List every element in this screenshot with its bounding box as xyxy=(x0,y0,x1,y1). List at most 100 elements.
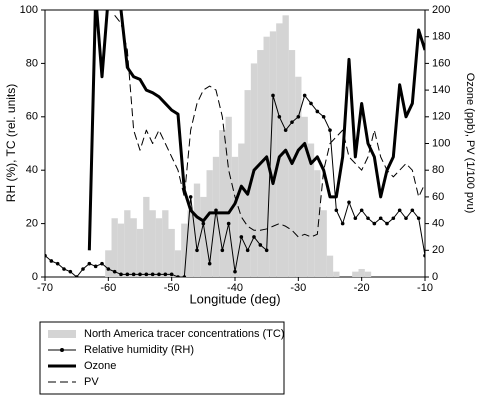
series-marker xyxy=(106,267,111,271)
x-tick-label: -70 xyxy=(37,282,53,294)
x-axis-label: Longitude (deg) xyxy=(189,291,280,306)
series-marker xyxy=(45,253,47,258)
series-marker xyxy=(100,261,104,266)
series-marker xyxy=(385,221,389,226)
series-marker xyxy=(410,208,415,213)
series-marker xyxy=(334,208,339,213)
series-marker xyxy=(404,216,408,221)
tracer-bar xyxy=(130,218,137,277)
tracer-bar xyxy=(200,196,207,277)
tracer-bar xyxy=(269,31,277,277)
legend-marker xyxy=(60,348,64,352)
plot-area xyxy=(45,10,425,277)
y2-tick-label: 160 xyxy=(432,57,450,69)
tracer-bar xyxy=(244,90,251,277)
tracer-bar xyxy=(352,271,359,277)
y2-tick-label: 140 xyxy=(432,84,450,96)
series-marker xyxy=(226,221,231,226)
tracer-bar xyxy=(358,268,365,277)
series-marker xyxy=(359,208,364,213)
y-tick-label: 0 xyxy=(32,271,38,283)
series-marker xyxy=(138,272,142,277)
x-tick-label: -50 xyxy=(164,282,180,294)
series-marker xyxy=(340,221,345,226)
series-marker xyxy=(366,216,370,221)
y2-tick-label: 80 xyxy=(432,164,444,176)
tracer-bar xyxy=(333,271,340,277)
x-tick-label: -30 xyxy=(290,282,306,294)
series-line xyxy=(114,15,425,238)
x-tick-label: -10 xyxy=(417,282,433,294)
tracer-bar xyxy=(276,23,283,277)
series-marker xyxy=(353,216,358,221)
tracer-bar xyxy=(155,218,163,277)
series-marker xyxy=(258,243,263,247)
tracer-bar xyxy=(364,271,372,277)
y2-tick-label: 120 xyxy=(432,111,450,123)
y-tick-label: 40 xyxy=(26,164,38,176)
series-marker xyxy=(245,248,250,253)
series-marker xyxy=(423,253,425,258)
series-marker xyxy=(188,195,193,199)
series-marker xyxy=(372,221,377,226)
series-marker xyxy=(112,269,117,274)
series-marker xyxy=(125,272,130,277)
series-marker xyxy=(239,235,244,239)
series-marker xyxy=(220,248,225,253)
tracer-bar xyxy=(307,143,315,277)
tracer-bar xyxy=(117,223,125,277)
tracer-bar xyxy=(282,15,289,277)
y-axis-label: RH (%), TC (rel. units) xyxy=(4,84,18,202)
series-marker xyxy=(81,267,85,271)
tracer-bar xyxy=(206,170,213,277)
tracer-bar xyxy=(187,210,194,277)
tracer-bar xyxy=(301,116,308,277)
legend-label: Ozone xyxy=(84,360,116,372)
x-tick-label: -60 xyxy=(100,282,116,294)
tracer-bar xyxy=(111,218,118,277)
series-marker xyxy=(131,272,136,277)
tracer-bar xyxy=(219,130,226,277)
series-marker xyxy=(264,248,269,253)
y2-tick-label: 100 xyxy=(432,137,450,149)
series-marker xyxy=(315,109,320,114)
y-tick-label: 20 xyxy=(26,218,38,230)
series-marker xyxy=(397,208,402,213)
tracer-bar xyxy=(162,210,169,277)
series-marker xyxy=(214,208,218,213)
y2-tick-label: 40 xyxy=(432,218,444,230)
series-marker xyxy=(309,101,313,106)
series-line xyxy=(87,10,425,251)
tracer-bar xyxy=(238,143,245,277)
tracer-bar xyxy=(193,183,201,277)
y2-tick-label: 0 xyxy=(432,271,438,283)
tracer-bar xyxy=(314,170,321,277)
tracer-bar xyxy=(295,76,302,277)
series-marker xyxy=(93,264,98,269)
series-marker xyxy=(68,269,73,274)
series-marker xyxy=(157,272,161,277)
series-marker xyxy=(119,272,123,277)
series-marker xyxy=(347,200,351,205)
y2-tick-label: 180 xyxy=(432,31,450,43)
series-marker xyxy=(207,261,212,266)
series-marker xyxy=(150,272,155,277)
tracer-bar xyxy=(320,210,327,277)
series-marker xyxy=(378,216,383,221)
legend-label: North America tracer concentrations (TC) xyxy=(84,328,285,340)
series-marker xyxy=(201,221,206,226)
tracer-bar xyxy=(174,250,182,277)
series-marker xyxy=(252,235,256,239)
tracer-bar xyxy=(326,255,334,277)
series-marker xyxy=(144,272,149,277)
series-marker xyxy=(233,269,237,274)
series-marker xyxy=(163,272,168,277)
series-marker xyxy=(87,261,92,266)
series-marker xyxy=(302,93,307,98)
y-tick-label: 100 xyxy=(20,4,38,16)
tracer-bar xyxy=(143,196,150,277)
legend-label: Relative humidity (RH) xyxy=(84,344,194,356)
y2-tick-label: 20 xyxy=(432,244,444,256)
series-marker xyxy=(391,216,396,221)
